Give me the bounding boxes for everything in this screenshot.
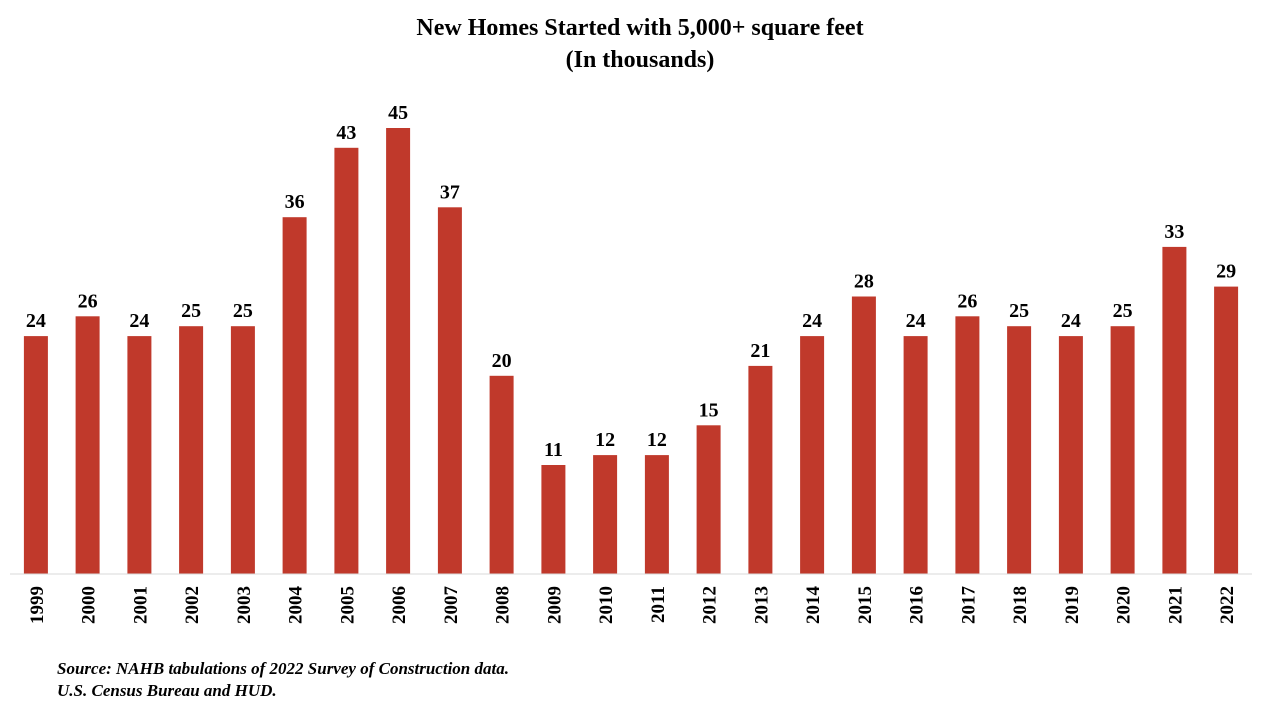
bar-2009 bbox=[541, 465, 566, 574]
bar-2018 bbox=[1007, 326, 1032, 574]
bar-value-label-2008: 20 bbox=[492, 350, 512, 372]
bar-value-label-2004: 36 bbox=[285, 191, 305, 213]
bar-2015 bbox=[851, 296, 876, 574]
x-tick-label-2019: 2019 bbox=[1062, 586, 1083, 624]
bar-value-label-2013: 21 bbox=[750, 340, 770, 362]
bar-value-label-2015: 28 bbox=[854, 271, 874, 293]
x-tick-label-2017: 2017 bbox=[958, 586, 979, 625]
x-tick-label-2004: 2004 bbox=[286, 586, 307, 625]
bar-2022 bbox=[1214, 286, 1239, 574]
bar-value-label-2019: 24 bbox=[1061, 310, 1081, 332]
x-tick-label-1999: 1999 bbox=[27, 586, 48, 624]
source-note: Source: NAHB tabulations of 2022 Survey … bbox=[57, 658, 509, 702]
bar-2017 bbox=[955, 316, 980, 574]
x-tick-label-2020: 2020 bbox=[1114, 586, 1135, 624]
bar-2003 bbox=[230, 326, 255, 574]
x-tick-label-2006: 2006 bbox=[389, 586, 410, 624]
bar-value-label-2018: 25 bbox=[1009, 300, 1029, 322]
x-tick-label-2014: 2014 bbox=[803, 586, 824, 625]
bar-2011 bbox=[644, 455, 669, 574]
bar-2007 bbox=[437, 207, 462, 575]
x-tick-label-2012: 2012 bbox=[700, 586, 721, 624]
bar-value-label-2017: 26 bbox=[957, 290, 977, 312]
bar-value-label-2022: 29 bbox=[1216, 261, 1236, 283]
x-tick-label-2018: 2018 bbox=[1010, 586, 1031, 624]
bar-value-label-2000: 26 bbox=[78, 290, 98, 312]
bar-2001 bbox=[127, 336, 152, 574]
bar-value-label-2012: 15 bbox=[699, 399, 719, 421]
bar-value-label-2009: 11 bbox=[544, 439, 563, 461]
bar-value-label-2021: 33 bbox=[1164, 221, 1184, 243]
bar-value-label-2003: 25 bbox=[233, 300, 253, 322]
bar-2016 bbox=[903, 336, 928, 574]
bar-2006 bbox=[386, 128, 411, 574]
bar-value-label-2011: 12 bbox=[647, 429, 667, 451]
chart-title-block: New Homes Started with 5,000+ square fee… bbox=[0, 12, 1280, 76]
x-tick-label-2011: 2011 bbox=[648, 586, 669, 623]
bar-2010 bbox=[593, 455, 618, 574]
x-tick-label-2013: 2013 bbox=[751, 586, 772, 624]
bar-value-label-2006: 45 bbox=[388, 102, 408, 124]
x-tick-label-2022: 2022 bbox=[1217, 586, 1238, 624]
x-tick-label-2016: 2016 bbox=[907, 586, 928, 624]
x-tick-label-2021: 2021 bbox=[1165, 586, 1186, 624]
bar-2014 bbox=[800, 336, 825, 574]
bar-2000 bbox=[75, 316, 100, 574]
bar-value-label-2007: 37 bbox=[440, 181, 460, 203]
bar-2002 bbox=[179, 326, 204, 574]
bar-2005 bbox=[334, 147, 359, 575]
bar-value-label-2020: 25 bbox=[1113, 300, 1133, 322]
bar-value-label-2001: 24 bbox=[129, 310, 149, 332]
chart-title: New Homes Started with 5,000+ square fee… bbox=[416, 15, 864, 41]
chart-subtitle: (In thousands) bbox=[565, 47, 715, 73]
x-tick-label-2007: 2007 bbox=[441, 586, 462, 625]
bar-value-label-1999: 24 bbox=[26, 310, 46, 332]
bar-2019 bbox=[1058, 336, 1083, 574]
bars-layer bbox=[23, 128, 1239, 575]
bar-value-label-2014: 24 bbox=[802, 310, 822, 332]
source-line-1: Source: NAHB tabulations of 2022 Survey … bbox=[57, 659, 509, 678]
bar-value-label-2010: 12 bbox=[595, 429, 615, 451]
bar-2012 bbox=[696, 425, 721, 574]
x-tick-label-2003: 2003 bbox=[234, 586, 255, 624]
x-tick-label-2009: 2009 bbox=[544, 586, 565, 624]
bar-value-labels: 24 26 24 25 25 36 43 45 37 20 11 12 12 15 21 24 28 24 26 25… bbox=[26, 102, 1236, 461]
x-tick-labels: 1999 2000 2001 2002 2003 2004 2005 2006 2007 2008… bbox=[27, 586, 1238, 625]
x-tick-label-2000: 2000 bbox=[79, 586, 100, 624]
x-tick-label-2010: 2010 bbox=[596, 586, 617, 624]
x-tick-label-2005: 2005 bbox=[337, 586, 358, 624]
source-line-2: U.S. Census Bureau and HUD. bbox=[57, 681, 277, 700]
bar-2020 bbox=[1110, 326, 1135, 574]
x-tick-label-2015: 2015 bbox=[855, 586, 876, 624]
bar-2004 bbox=[282, 217, 307, 574]
x-tick-label-2008: 2008 bbox=[493, 586, 514, 624]
bar-1999 bbox=[23, 336, 48, 574]
bar-value-label-2016: 24 bbox=[906, 310, 926, 332]
bar-value-label-2002: 25 bbox=[181, 300, 201, 322]
x-tick-label-2001: 2001 bbox=[130, 586, 151, 624]
bar-2008 bbox=[489, 375, 514, 574]
bar-2013 bbox=[748, 365, 773, 574]
bar-value-label-2005: 43 bbox=[336, 122, 356, 144]
bar-2021 bbox=[1162, 246, 1187, 574]
x-tick-label-2002: 2002 bbox=[182, 586, 203, 624]
